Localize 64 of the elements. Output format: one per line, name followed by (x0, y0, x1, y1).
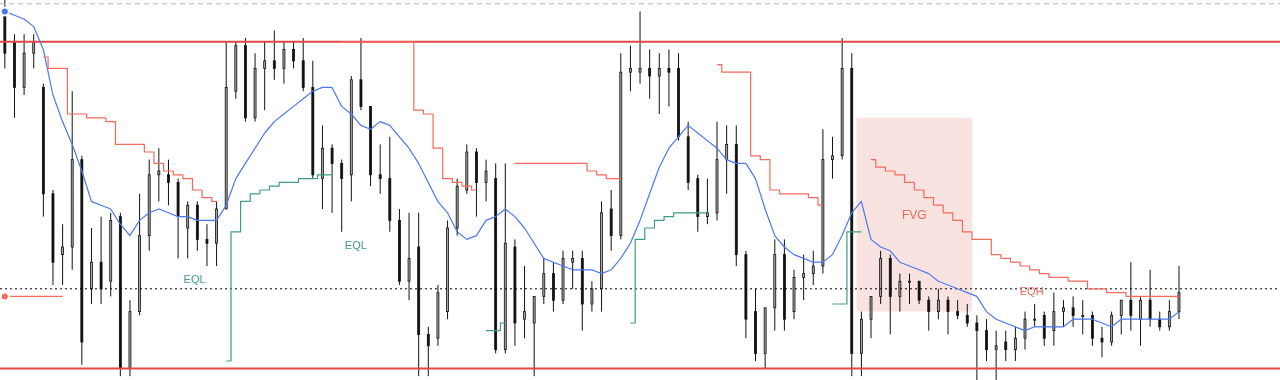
candlestick (802, 254, 806, 301)
candlestick (167, 159, 170, 206)
candlestick (378, 143, 382, 195)
candlestick (590, 280, 594, 313)
candlestick (1139, 295, 1142, 347)
candlestick (1071, 295, 1075, 328)
candlestick (282, 41, 286, 85)
candlestick (1167, 299, 1171, 332)
candlestick (340, 159, 344, 233)
candlestick (484, 159, 488, 202)
candlestick (330, 143, 334, 214)
band-label: FVG (901, 207, 927, 222)
candlestick (831, 136, 834, 180)
candlestick (927, 295, 931, 332)
candlestick (657, 52, 661, 115)
candlestick (869, 295, 873, 339)
candlestick (1100, 326, 1104, 358)
candlestick (975, 314, 979, 380)
candlestick (946, 295, 950, 335)
candlestick (1042, 311, 1046, 347)
candlestick (205, 223, 209, 267)
candlestick (706, 178, 709, 225)
candlestick (629, 45, 632, 92)
candlestick (523, 265, 526, 339)
candlestick (542, 257, 546, 305)
candlestick (956, 299, 960, 320)
candlestick (426, 326, 430, 377)
candlestick (648, 48, 652, 100)
candlestick (292, 41, 295, 69)
candlestick (985, 318, 988, 362)
candlestick (571, 250, 575, 290)
annotation: EQL (344, 239, 367, 251)
candlestick (1119, 299, 1123, 335)
candlestick (811, 250, 815, 286)
candlestick (1004, 330, 1008, 362)
candlestick (638, 10, 642, 85)
candlestick (1158, 311, 1162, 332)
candlestick (1033, 303, 1037, 328)
annotation: EQH (1019, 284, 1044, 297)
candlestick (1062, 299, 1065, 328)
candlestick (157, 147, 161, 202)
candlestick (1177, 265, 1181, 320)
candlestick (667, 48, 671, 107)
annotation: EQL (183, 273, 206, 286)
candlestick (1013, 326, 1017, 362)
candlestick (994, 330, 998, 380)
candlestick (898, 273, 902, 313)
candlestick (272, 29, 276, 81)
candlestick (908, 273, 911, 305)
candlestick (917, 280, 921, 305)
candlestick (407, 212, 411, 301)
candlestick (1052, 292, 1056, 347)
candlestick (1148, 269, 1152, 328)
candlestick (725, 124, 729, 195)
candlestick (936, 288, 940, 320)
candlestick (1023, 311, 1027, 351)
candlestick (1129, 261, 1133, 332)
candlestick (965, 303, 969, 328)
candlestick (1081, 299, 1085, 335)
candlestick (186, 200, 190, 259)
candlestick (61, 223, 64, 286)
candlestick (263, 41, 267, 111)
candlestick (1090, 311, 1094, 347)
candlestick (32, 33, 36, 69)
